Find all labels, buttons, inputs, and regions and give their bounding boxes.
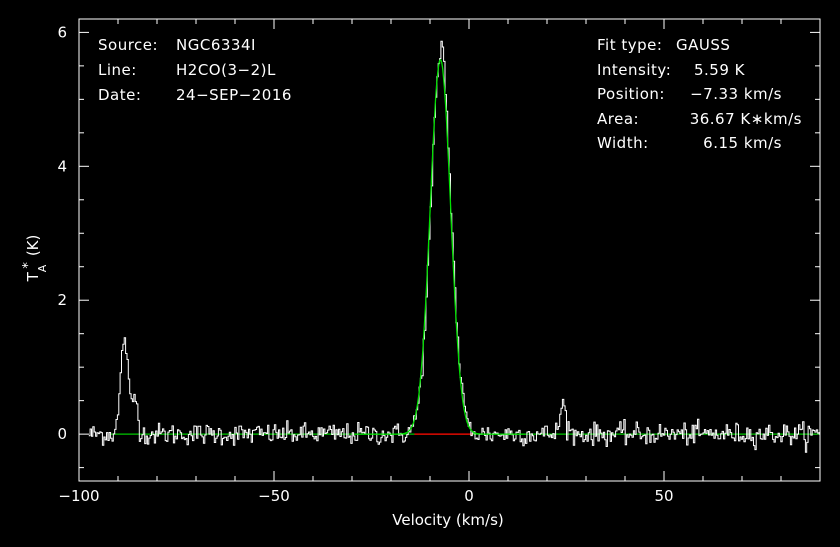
info-source-value: NGC6334I [176, 36, 256, 54]
info-source-key: Source: [98, 36, 158, 54]
info-block-left: Source: NGC6334I Line: H2CO(3−2)L Date: … [98, 36, 292, 104]
fit-layer [354, 58, 526, 435]
svg-text:TA*(K): TA* (K) [21, 235, 49, 283]
info-date-value: 24−SEP−2016 [176, 86, 292, 104]
y-axis-title: TA* (K) [21, 235, 49, 283]
info-position-key: Position: [597, 85, 665, 103]
y-axis-title-unit: (K) [24, 235, 42, 257]
info-intensity-key: Intensity: [597, 61, 671, 79]
x-tick-label: 0 [464, 487, 474, 505]
x-tick-label: −50 [258, 487, 290, 505]
y-tick-label: 4 [57, 157, 67, 175]
info-width-key: Width: [597, 134, 649, 152]
y-axis-title-main: T [24, 271, 42, 282]
y-axis-title-sup: * [21, 262, 36, 269]
info-position-value: −7.33 km/s [690, 85, 782, 103]
y-tick-label: 6 [57, 23, 67, 41]
info-line-value: H2CO(3−2)L [176, 61, 276, 79]
info-width-value: 6.15 km/s [703, 134, 782, 152]
x-tick-label: 50 [654, 487, 673, 505]
y-axis-title-sub: A [36, 264, 49, 272]
info-block-right: Fit type: GAUSS Intensity: 5.59 K Positi… [597, 36, 802, 152]
spectrum-layer [88, 40, 821, 453]
y-tick-label: 0 [57, 425, 67, 443]
info-fit-type-value: GAUSS [676, 36, 730, 54]
info-area-value: 36.67 K∗km/s [690, 110, 802, 128]
info-area-key: Area: [597, 110, 639, 128]
y-tick-label: 2 [57, 291, 67, 309]
spectrum-trace [88, 40, 821, 453]
plot-frame [78, 18, 821, 482]
info-date-key: Date: [98, 86, 141, 104]
info-intensity-value: 5.59 K [694, 61, 746, 79]
info-line-key: Line: [98, 61, 137, 79]
x-tick-label: −100 [58, 487, 99, 505]
gaussian-fit-curve [354, 58, 526, 435]
plot-border [78, 18, 821, 482]
info-fit-type-key: Fit type: [597, 36, 662, 54]
axis-ticks: −100 −50 0 50 0 2 4 6 [57, 19, 821, 505]
x-axis-title: Velocity (km/s) [392, 511, 503, 529]
